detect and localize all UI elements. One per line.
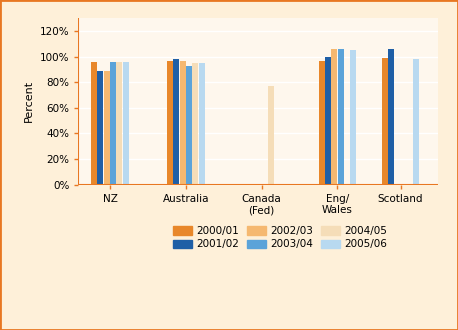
Bar [91,62,97,184]
Bar [350,50,356,184]
Bar [199,63,205,184]
Bar [413,59,420,184]
Bar [116,62,122,184]
Bar [382,58,388,184]
Bar [173,59,179,184]
Y-axis label: Percent: Percent [24,81,34,122]
Bar [325,57,331,184]
Bar [388,49,394,184]
Bar [104,71,110,184]
Bar [123,62,129,184]
Bar [338,49,344,184]
Bar [110,62,116,184]
Bar [167,60,173,184]
Legend: 2000/01, 2001/02, 2002/03, 2003/04, 2004/05, 2005/06: 2000/01, 2001/02, 2002/03, 2003/04, 2004… [173,226,387,249]
Bar [319,60,325,184]
Bar [98,71,104,184]
Bar [192,63,198,184]
Bar [186,66,192,184]
Bar [268,86,274,184]
Bar [331,49,337,184]
Bar [180,60,185,184]
